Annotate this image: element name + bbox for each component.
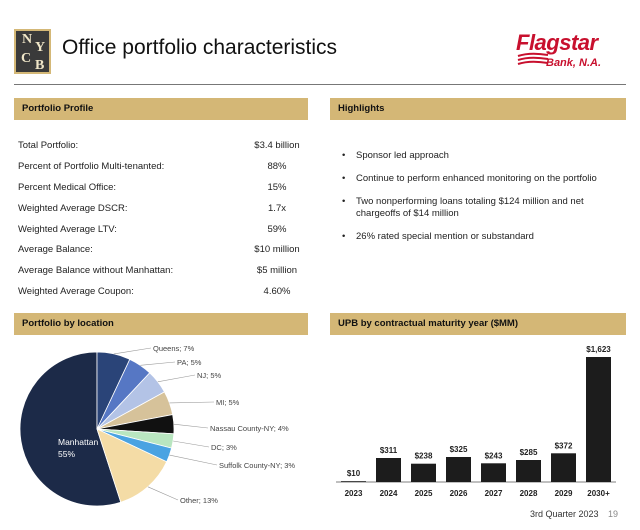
profile-value: 1.7x (268, 203, 286, 214)
pie-label-manhattan: Manhattan (58, 437, 98, 447)
page-number: 19 (608, 509, 619, 519)
bar-category-label: 2025 (415, 489, 433, 498)
bar-value-label: $10 (347, 469, 361, 478)
maturity-bar-chart: $10 2023 $311 2024 $238 2025 $325 2026 $243 2027 $… (336, 345, 616, 498)
highlight-item: 26% rated special mention or substandard (340, 231, 620, 243)
bar-2028 (516, 460, 541, 482)
bar-2027 (481, 463, 506, 482)
profile-value: 15% (267, 182, 287, 193)
bar-category-label: 2027 (485, 489, 503, 498)
highlights-list: Sponsor led approach Continue to perform… (340, 150, 620, 254)
profile-value: 88% (267, 161, 287, 172)
profile-value: 59% (267, 224, 287, 235)
pie-leader-line (169, 454, 218, 466)
pie-leader-line (157, 374, 196, 383)
profile-row: Percent of Portfolio Multi-tenanted: 88% (18, 161, 294, 172)
logo-letter: N (22, 32, 33, 47)
pie-leader-line (169, 401, 215, 404)
pie-label-manhattan-pct: 55% (58, 449, 75, 459)
bar-value-label: $243 (485, 451, 503, 460)
bar-2026 (446, 457, 471, 482)
highlight-item: Continue to perform enhanced monitoring … (340, 173, 620, 185)
bar-category-label: 2026 (450, 489, 468, 498)
bar-value-label: $372 (555, 441, 573, 450)
profile-value: $10 million (254, 244, 300, 255)
pie-label-dc: DC; 3% (211, 443, 237, 452)
flagstar-bank-suffix: Bank, N.A. (546, 57, 602, 69)
profile-row: Percent Medical Office: 15% (18, 182, 294, 193)
bar-category-label: 2029 (555, 489, 573, 498)
bar-category-label: 2023 (345, 489, 363, 498)
portfolio-by-location-header: Portfolio by location (14, 313, 308, 335)
pie-label-nj: NJ; 5% (197, 371, 222, 380)
profile-label: Percent of Portfolio Multi-tenanted: (18, 161, 165, 172)
pie-slice-other (96, 428, 168, 503)
profile-label: Weighted Average LTV: (18, 224, 117, 235)
bar-value-label: $311 (380, 446, 398, 455)
bar-2023 (341, 481, 366, 482)
pie-label-other: Other; 13% (180, 496, 218, 505)
profile-row: Average Balance: $10 million (18, 244, 300, 255)
logo-letter: C (21, 51, 32, 66)
profile-row: Weighted Average LTV: 59% (18, 224, 294, 235)
pie-leader-line (173, 440, 210, 448)
footer-quarter: 3rd Quarter 2023 (530, 509, 599, 519)
pie-label-mi: MI; 5% (216, 398, 240, 407)
logo-letter: Y (35, 40, 46, 55)
pie-label-nassau-county-ny: Nassau County-NY; 4% (210, 424, 289, 433)
logo-letter: B (35, 58, 45, 73)
highlight-item: Sponsor led approach (340, 150, 620, 162)
profile-label: Weighted Average Coupon: (18, 286, 134, 297)
pie-leader-line (113, 347, 152, 355)
pie-slice-manhattan (19, 351, 122, 507)
highlight-item: Two nonperforming loans totaling $124 mi… (340, 196, 620, 220)
profile-label: Total Portfolio: (18, 140, 79, 151)
pie-leader-line (140, 361, 176, 366)
pie-label-queens: Queens; 7% (153, 344, 195, 353)
profile-label: Average Balance without Manhattan: (18, 265, 174, 276)
bar-2024 (376, 458, 401, 482)
profile-row: Weighted Average Coupon: 4.60% (18, 286, 294, 297)
profile-label: Weighted Average DSCR: (18, 203, 128, 214)
highlights-header: Highlights (330, 98, 626, 120)
bar-value-label: $238 (415, 452, 433, 461)
profile-row: Total Portfolio: $3.4 billion (18, 140, 300, 151)
flagstar-swoosh-icon (517, 52, 549, 65)
bar-value-label: $1,623 (586, 345, 611, 354)
nycb-logo: N Y C B (14, 29, 51, 74)
bar-2030+ (586, 357, 611, 482)
bar-value-label: $325 (450, 445, 468, 454)
page-title: Office portfolio characteristics (62, 36, 338, 59)
pie-label-pa: PA; 5% (177, 358, 202, 367)
profile-value: $3.4 billion (254, 140, 300, 151)
upb-maturity-header: UPB by contractual maturity year ($MM) (330, 313, 626, 335)
bar-2025 (411, 463, 436, 482)
bar-value-label: $285 (520, 448, 538, 457)
profile-label: Average Balance: (18, 244, 93, 255)
pie-leader-line (173, 423, 209, 429)
header-divider (14, 84, 626, 85)
profile-row: Average Balance without Manhattan: $5 mil… (18, 265, 297, 276)
profile-label: Percent Medical Office: (18, 182, 117, 193)
profile-value: 4.60% (263, 286, 291, 297)
bar-category-label: 2024 (380, 489, 398, 498)
pie-leader-line (147, 486, 179, 501)
bar-category-label: 2030+ (587, 489, 610, 498)
profile-value: $5 million (256, 265, 298, 276)
portfolio-profile-header: Portfolio Profile (14, 98, 308, 120)
profile-row: Weighted Average DSCR: 1.7x (18, 203, 294, 214)
bar-category-label: 2028 (520, 489, 538, 498)
flagstar-logo-text: Flagstar (516, 30, 598, 55)
bar-2029 (551, 453, 576, 482)
location-pie-chart: Manhattan 55% Queens; 7% PA; 5% NJ; 5% MI; 5%… (19, 344, 295, 507)
pie-label-suffolk-county-ny: Suffolk County-NY; 3% (219, 461, 295, 470)
